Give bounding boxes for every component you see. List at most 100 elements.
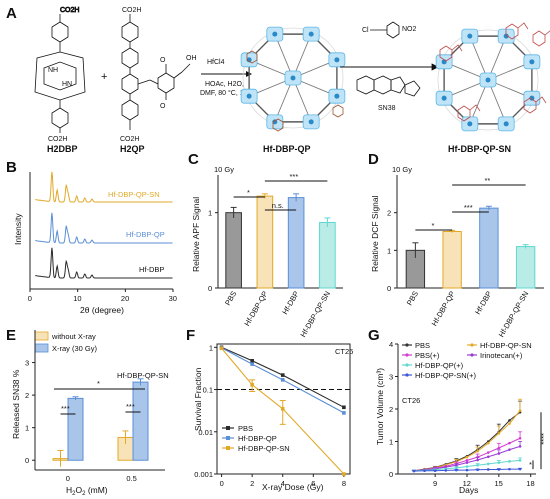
f-ytick-label: 1 <box>209 343 213 352</box>
b-traces <box>35 171 173 279</box>
d-bar <box>442 231 462 289</box>
e-sig-label-between: * <box>97 379 100 388</box>
f-xtick-label: 8 <box>342 479 346 488</box>
f-ytick-label: 0.1 <box>203 386 213 395</box>
b-ticks: 0 10 20 30 <box>28 289 177 303</box>
d-category-label: Hf-DBP <box>473 290 494 317</box>
f-xlabel: X-ray Dose (Gy) <box>262 482 324 492</box>
g-ytick-label: 4 <box>389 340 393 349</box>
nitro-label: NO2 <box>402 26 417 33</box>
sn38-moiety <box>523 96 547 114</box>
mof-node-core <box>334 57 340 63</box>
methoxy-top: O <box>160 57 166 64</box>
b-xtick-label: 20 <box>121 294 129 303</box>
c-ytick-label: 0 <box>208 284 212 293</box>
g-point <box>518 459 522 462</box>
panel-a: A CO2H NH HN CO2H H2DBP + CO2H <box>6 5 550 154</box>
product2-label: Hf-DBP-QP-SN <box>448 144 511 154</box>
f-xtick-label: 2 <box>250 479 254 488</box>
c-bar <box>319 221 336 289</box>
panel-b-label: B <box>6 159 17 176</box>
g-legend-label: Irinotecan(+) <box>480 351 523 360</box>
mof-cluster-product-1 <box>240 26 346 132</box>
g-point <box>508 419 511 422</box>
mof-node-core <box>308 31 314 37</box>
sn38-moiety <box>439 44 463 62</box>
f-ytick-label: 0.001 <box>194 470 213 479</box>
nh-label: NH <box>48 67 58 74</box>
d-sig-label: ** <box>484 176 490 185</box>
panel-f-label: F <box>186 327 195 344</box>
e-legend: without X-ray X-ray (30 Gy) <box>34 331 98 353</box>
g-legend-label: PBS <box>415 341 430 350</box>
g-point <box>465 461 469 464</box>
b-xtick-label: 0 <box>28 294 32 303</box>
d-bar <box>515 246 536 289</box>
b-trace-1 <box>35 212 173 244</box>
reaction-arrow-2: NO2 Cl SN38 <box>340 21 439 112</box>
g-point <box>423 469 426 473</box>
mof-node-core <box>246 57 252 63</box>
f-point <box>342 472 346 476</box>
g-point <box>508 448 511 451</box>
f-series-line-2 <box>221 347 345 475</box>
g-legend-marker <box>405 363 409 367</box>
cond1-reagent: HfCl4 <box>207 59 225 66</box>
f-legend-label: Hf-DBP-QP-SN <box>238 444 290 453</box>
mof-node-core <box>529 59 535 65</box>
g-legend-label: Hf-DBP-QP-SN <box>480 341 532 350</box>
mof-node-core <box>290 75 296 81</box>
f-legend-label: Hf-DBP-QP <box>238 434 277 443</box>
d-bar <box>479 207 499 289</box>
chloro-label: Cl <box>362 27 369 34</box>
g-xtick-label: 12 <box>463 479 471 488</box>
e-ytick-label: 2 <box>25 391 29 400</box>
f-ytick-label: 0.01 <box>198 428 213 437</box>
b-xtick-label: 10 <box>73 294 81 303</box>
mof-node-core <box>246 93 252 99</box>
mof-node-core <box>272 31 278 37</box>
e-bar <box>132 381 149 461</box>
qp-moiety <box>272 118 284 132</box>
hn-label: HN <box>62 81 72 88</box>
plus-sign: + <box>101 71 107 83</box>
c-annotation: 10 Gy <box>214 165 234 174</box>
methoxy-bottom: O <box>160 103 166 110</box>
c-category-label: PBS <box>223 290 238 308</box>
f-point <box>219 346 224 351</box>
c-sig-label: n.s. <box>272 201 284 210</box>
g-point <box>497 452 501 455</box>
panel-b: B Intensity 2θ (degree) 0 10 20 30 Hf-DBP-Q… <box>6 159 177 315</box>
e-xlabel: H2O2 (mM) <box>66 485 108 497</box>
mof-node-core <box>272 119 278 125</box>
g-point <box>508 441 511 445</box>
co2h-bottom-left: CO2H <box>48 136 67 143</box>
f-point <box>280 373 285 377</box>
g-point <box>476 458 479 462</box>
g-point <box>476 463 479 467</box>
b-xlabel: 2θ (degree) <box>80 305 124 315</box>
g-point <box>486 441 490 445</box>
mof-node-core <box>467 121 473 127</box>
mof-node-core <box>503 121 509 127</box>
f-annotation: CT26 <box>335 347 353 356</box>
panel-f: F Survival Fraction CT26 X-ray Dose (Gy)… <box>186 327 353 492</box>
e-ytick-label: 0 <box>25 456 29 465</box>
d-annotation: 10 Gy <box>392 165 412 174</box>
sn38-moiety <box>532 30 550 47</box>
c-ytick-label: 1 <box>208 209 212 218</box>
sn38-label: SN38 <box>378 105 396 112</box>
g-point <box>508 467 511 471</box>
f-ylabel: Survival Fraction <box>193 367 203 431</box>
g-xtick-label: 18 <box>526 479 534 488</box>
e-legend-label-2: X-ray (30 Gy) <box>52 344 98 353</box>
d-sig-label: *** <box>464 203 473 212</box>
sn38-moiety <box>505 22 529 40</box>
e-legend-swatch-1 <box>34 331 49 341</box>
f-point <box>250 362 254 366</box>
e-category-label: 0.5 <box>126 474 136 483</box>
f-xtick-label: 0 <box>220 479 224 488</box>
